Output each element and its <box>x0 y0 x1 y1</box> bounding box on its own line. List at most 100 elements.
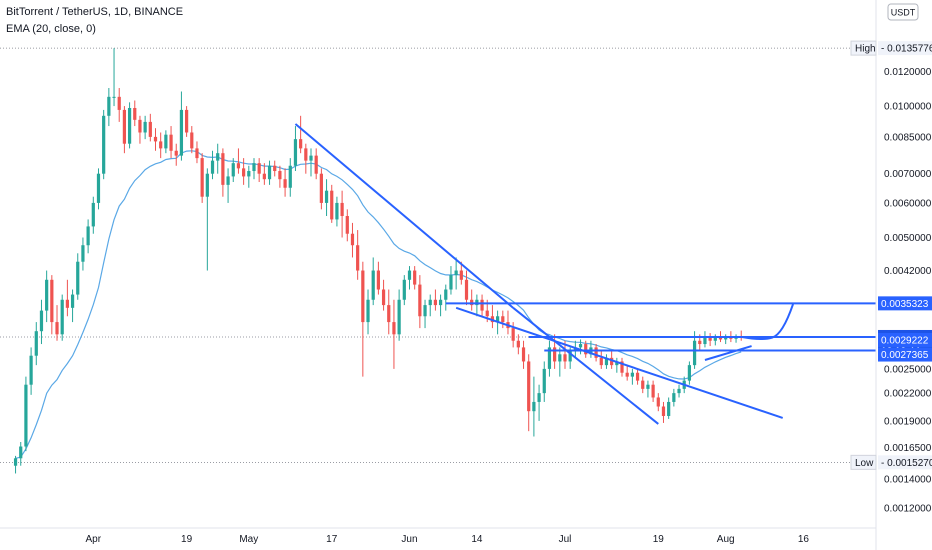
bullish-candle <box>573 340 577 358</box>
bullish-candle <box>34 322 38 366</box>
candle-body <box>252 163 256 172</box>
bearish-candle <box>651 380 655 402</box>
trendline-lower <box>512 307 659 425</box>
candle-body <box>174 150 178 156</box>
candle-body <box>651 384 655 398</box>
candle-body <box>70 294 75 308</box>
bearish-candle <box>433 289 438 311</box>
bullish-candle <box>402 275 406 306</box>
candle-body <box>148 121 152 137</box>
bullish-candle <box>542 361 546 402</box>
price-tag-value: - 0.0135776 <box>881 44 932 55</box>
candle-body <box>661 406 666 416</box>
bearish-candle <box>148 113 152 142</box>
candle-body <box>667 401 671 416</box>
bearish-candle <box>236 148 241 174</box>
bullish-candle <box>532 376 536 437</box>
bullish-candle <box>615 357 619 373</box>
price-tag-value: - 0.0015270 <box>881 458 932 469</box>
x-tick-label: 16 <box>798 534 810 545</box>
bullish-candle <box>70 289 75 323</box>
bearish-candle <box>257 158 261 183</box>
bullish-candle <box>39 299 44 345</box>
bearish-candle <box>200 153 204 203</box>
candle-body <box>65 299 69 308</box>
candle-body <box>127 107 132 144</box>
bearish-candle <box>661 401 666 423</box>
candle-body <box>532 401 536 412</box>
candle-body <box>60 299 64 335</box>
candle-body <box>692 340 697 366</box>
candle-body <box>216 153 220 161</box>
trendline-main <box>294 123 514 309</box>
x-tick-label: 19 <box>653 534 665 545</box>
y-tick-label: 0.0019000 <box>884 416 932 427</box>
candle-body <box>236 163 241 169</box>
candle-body <box>304 148 308 161</box>
candle-body <box>361 270 365 323</box>
candle-body <box>444 289 448 300</box>
bearish-candle <box>516 334 520 355</box>
currency-badge-label: USDT <box>891 8 916 18</box>
bearish-candle <box>356 230 360 280</box>
bullish-candle <box>454 257 458 290</box>
bearish-candle <box>470 289 474 311</box>
bullish-candle <box>677 384 681 398</box>
candle-body <box>309 155 313 161</box>
bullish-candle <box>335 196 339 227</box>
candle-body <box>537 393 541 402</box>
bullish-candle <box>667 397 671 419</box>
candle-body <box>594 347 598 358</box>
chart-grid <box>0 47 876 463</box>
trend-drawings <box>294 123 876 425</box>
candle-body <box>340 202 344 217</box>
indicator-legend: EMA (20, close, 0) <box>6 23 96 35</box>
ema-20-line <box>15 150 742 459</box>
candle-body <box>19 446 23 459</box>
bullish-candle <box>45 270 49 323</box>
candle-body <box>112 96 116 98</box>
candle-body <box>288 165 292 188</box>
bullish-candle <box>428 294 432 317</box>
bullish-candle <box>247 165 251 188</box>
bearish-candle <box>387 289 391 335</box>
bearish-candle <box>159 132 163 159</box>
candle-body <box>76 261 80 295</box>
bearish-candle <box>304 143 308 174</box>
candle-body <box>81 245 85 262</box>
candle-body <box>724 336 728 340</box>
candle-body <box>547 347 552 369</box>
resistance-price-label: 0.0035323 <box>881 299 929 310</box>
candle-body <box>221 153 225 185</box>
x-tick-label: Aug <box>717 534 735 545</box>
bullish-candle <box>91 196 95 234</box>
bearish-candle <box>283 168 287 197</box>
time-axis[interactable]: Apr 19 May 17 Jun 14 Jul 19 Aug 16 <box>0 527 876 545</box>
candle-body <box>200 158 204 197</box>
candle-body <box>179 109 184 156</box>
y-tick-label: 0.0025000 <box>884 364 932 375</box>
bearish-candle <box>641 376 645 394</box>
y-tick-label: 0.0042000 <box>884 266 932 277</box>
candle-body <box>563 354 567 362</box>
price-tag-name-bg <box>850 454 877 470</box>
bullish-candle <box>558 347 562 377</box>
currency-badge[interactable]: USDT <box>887 3 919 21</box>
candle-body <box>335 202 339 220</box>
price-axis[interactable]: 0.0012000 0.0014000 0.0016500 0.0019000 0.00… <box>884 67 932 515</box>
bullish-candle <box>397 289 401 341</box>
bearish-candle <box>174 143 178 166</box>
bearish-candle <box>392 299 396 369</box>
bearish-candle <box>521 340 526 369</box>
bullish-candle <box>76 253 80 300</box>
bullish-candle <box>687 361 692 385</box>
bullish-candle <box>267 160 272 185</box>
candle-body <box>293 139 298 166</box>
y-tick-label: 0.0085000 <box>884 132 932 143</box>
bearish-candle <box>635 368 640 385</box>
candle-body <box>428 299 432 306</box>
candle-body <box>39 310 44 332</box>
candle-body <box>153 136 158 142</box>
bearish-candle <box>133 100 137 127</box>
